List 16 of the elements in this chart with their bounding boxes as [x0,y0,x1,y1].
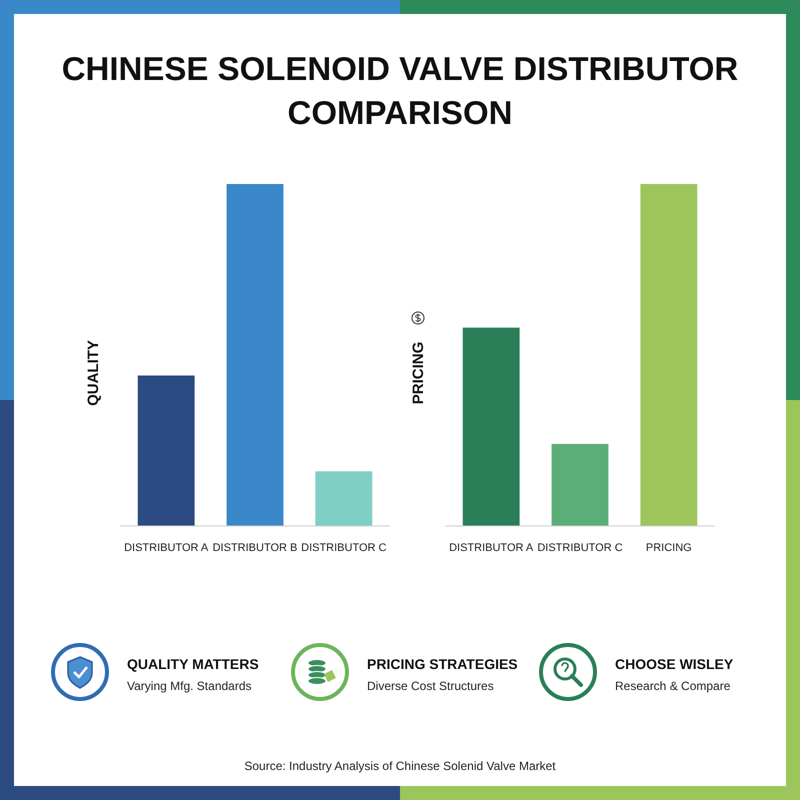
text: CHOOSE WISLEY [615,656,734,672]
x-tick-label: DISTRIBUTOR B [212,542,298,554]
text: QUALITY MATTERS [127,656,259,672]
text: PRICING STRATEGIES [367,656,518,672]
x-tick-label: DISTRIBUTOR A [124,542,209,554]
x-tick-label: PRICING [646,542,692,554]
text: Diverse Cost Structures [367,679,494,693]
x-tick-label: DISTRIBUTOR C [537,542,623,554]
y-axis-title: QUALITY [85,340,102,406]
y-axis-title: PRICING [410,342,427,404]
text: Varying Mfg. Standards [127,679,252,693]
x-tick-label: DISTRIBUTOR C [301,542,387,554]
source-note: Source: Industry Analysis of Chinese Solenid Valve Market [244,759,556,773]
x-tick-label: DISTRIBUTOR A [449,542,534,554]
chart-title: CHINESE SOLENOID VALVE DISTRIBUTOR COMPARISON [62,50,738,131]
text: Research & Compare [615,679,731,693]
